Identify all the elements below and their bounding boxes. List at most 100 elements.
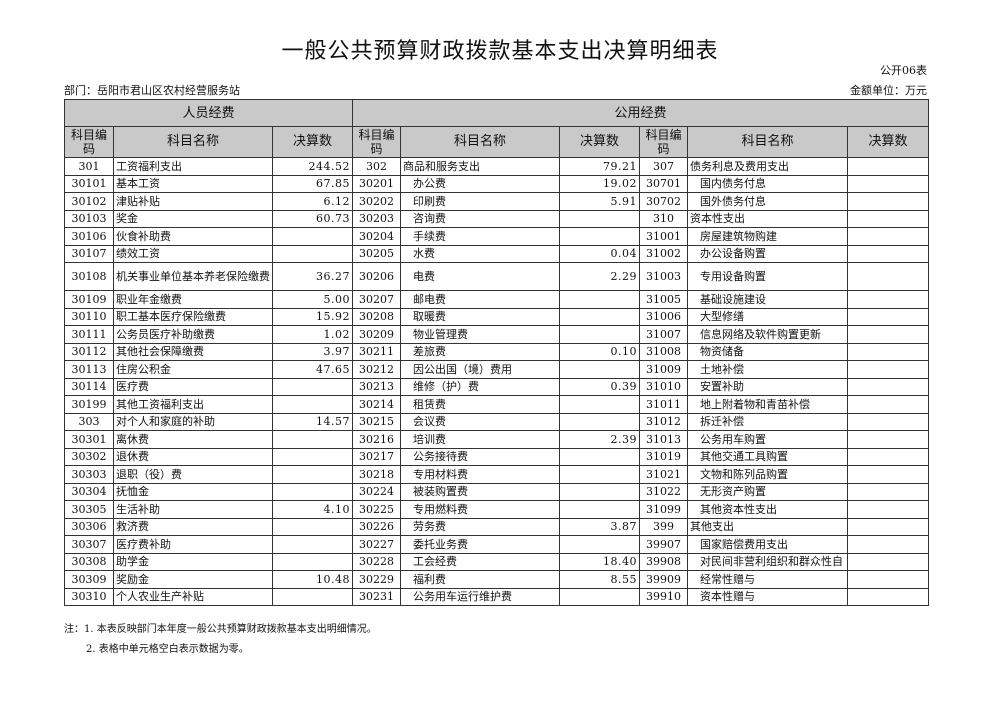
cell-code: 39909 [639,570,689,589]
cell-amount: 5.00 [271,290,354,309]
cell-amount [847,192,930,211]
cell-name: 资本性赠与 [687,587,849,606]
cell-code: 30216 [352,430,402,449]
cell-amount [847,465,930,484]
cell-amount [271,482,354,501]
cell-code: 30207 [352,290,402,309]
cell-name: 咨询费 [400,209,561,228]
cell-amount [271,517,354,536]
cell-amount: 36.27 [271,262,354,291]
cell-amount [271,535,354,554]
cell-amount [847,307,930,326]
cell-amount: 60.73 [271,209,354,228]
cell-amount [271,395,354,414]
table-row: 30107 绩效工资 30205 水费 0.04 31002 办公设备购置 [64,244,930,263]
cell-code: 30208 [352,307,402,326]
note-2: 2. 表格中单元格空白表示数据为零。 [86,644,249,655]
cell-amount [559,395,641,414]
cell-name: 租赁费 [400,395,561,414]
table-row: 30103 奖金 60.73 30203 咨询费 310 资本性支出 [64,209,930,228]
table-row: 30301 离休费 30216 培训费 2.39 31013 公务用车购置 [64,430,930,449]
table-row: 30102 津贴补贴 6.12 30202 印刷费 5.91 30702 国外债务付息 [64,192,930,211]
table-row: 30112 其他社会保障缴费 3.97 30211 差旅费 0.10 31008 物资储备 [64,342,930,361]
cell-code: 31010 [639,377,689,396]
cell-name: 国外债务付息 [687,192,849,211]
expenditure-table: 人员经费 公用经费 科目编码 科目名称 决算数 科目编码 科目名称 决算数 科目… [63,99,930,606]
header-name: 科目名称 [687,126,849,158]
table-row: 30109 职业年金缴费 5.00 30207 邮电费 31005 基础设施建设 [64,290,930,309]
cell-code: 31013 [639,430,689,449]
cell-name: 办公设备购置 [687,244,849,263]
cell-code: 30228 [352,552,402,571]
header-amount: 决算数 [271,126,354,158]
cell-name: 对个人和家庭的补助 [113,412,273,431]
cell-amount [559,412,641,431]
group-public: 公用经费 [352,99,930,127]
cell-name: 其他工资福利支出 [113,395,273,414]
cell-amount [271,552,354,571]
table-row: 30114 医疗费 30213 维修（护）费 0.39 31010 安置补助 [64,377,930,396]
cell-code: 399 [639,517,689,536]
cell-code: 30301 [64,430,114,449]
cell-name: 无形资产购置 [687,482,849,501]
cell-code: 30203 [352,209,402,228]
cell-code: 30113 [64,360,114,379]
cell-name: 委托业务费 [400,535,561,554]
cell-name: 物资储备 [687,342,849,361]
cell-amount [559,465,641,484]
cell-name: 电费 [400,262,561,291]
cell-amount [847,227,930,246]
cell-name: 经常性赠与 [687,570,849,589]
cell-name: 其他社会保障缴费 [113,342,273,361]
cell-code: 310 [639,209,689,228]
cell-code: 30107 [64,244,114,263]
cell-code: 307 [639,157,689,176]
cell-amount [271,587,354,606]
cell-code: 30303 [64,465,114,484]
cell-amount [847,157,930,176]
cell-code: 30209 [352,325,402,344]
cell-code: 302 [352,157,402,176]
cell-name: 文物和陈列品购置 [687,465,849,484]
cell-amount [559,587,641,606]
cell-code: 31011 [639,395,689,414]
cell-code: 39910 [639,587,689,606]
cell-code: 30110 [64,307,114,326]
cell-name: 救济费 [113,517,273,536]
cell-name: 津贴补贴 [113,192,273,211]
cell-amount: 10.48 [271,570,354,589]
cell-code: 31003 [639,262,689,291]
cell-name: 大型修缮 [687,307,849,326]
cell-amount [271,377,354,396]
cell-name: 其他支出 [687,517,849,536]
cell-code: 30108 [64,262,114,291]
cell-amount [847,587,930,606]
cell-code: 30229 [352,570,402,589]
cell-name: 抚恤金 [113,482,273,501]
cell-name: 其他资本性支出 [687,500,849,519]
table-row: 30110 职工基本医疗保险缴费 15.92 30208 取暖费 31006 大型修缮 [64,307,930,326]
cell-name: 基础设施建设 [687,290,849,309]
column-header-row: 科目编码 科目名称 决算数 科目编码 科目名称 决算数 科目编码 科目名称 决算… [64,126,930,158]
cell-amount [847,535,930,554]
cell-name: 维修（护）费 [400,377,561,396]
cell-amount [847,500,930,519]
cell-amount: 3.87 [559,517,641,536]
cell-code: 30217 [352,447,402,466]
cell-amount: 19.02 [559,174,641,193]
cell-amount [847,290,930,309]
cell-code: 30226 [352,517,402,536]
cell-amount: 2.29 [559,262,641,291]
cell-code: 31005 [639,290,689,309]
cell-name: 退休费 [113,447,273,466]
cell-amount [559,535,641,554]
table-row: 30309 奖励金 10.48 30229 福利费 8.55 39909 经常性赠与 [64,570,930,589]
cell-amount [847,482,930,501]
cell-code: 30205 [352,244,402,263]
cell-name: 邮电费 [400,290,561,309]
cell-amount: 4.10 [271,500,354,519]
cell-code: 30227 [352,535,402,554]
cell-amount: 47.65 [271,360,354,379]
cell-name: 职业年金缴费 [113,290,273,309]
cell-amount: 14.57 [271,412,354,431]
